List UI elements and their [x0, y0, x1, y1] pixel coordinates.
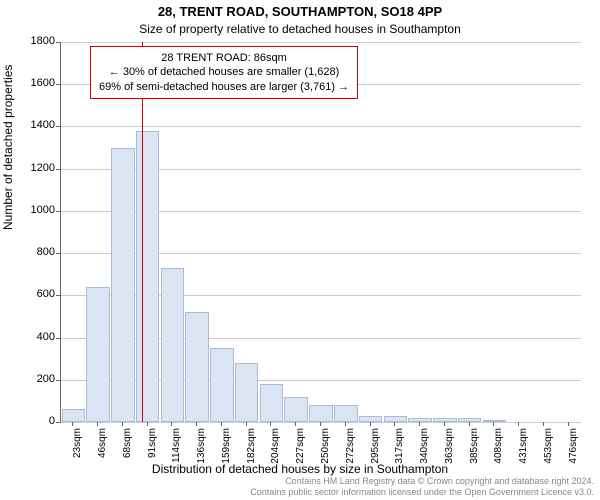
- histogram-bar: [62, 409, 86, 422]
- y-tick-label: 800: [15, 246, 55, 258]
- histogram-bar: [284, 397, 308, 422]
- y-tick-label: 1000: [15, 204, 55, 216]
- x-tick-label: 227sqm: [295, 428, 306, 478]
- histogram-bar: [309, 405, 333, 422]
- gridline: [61, 126, 581, 127]
- x-tick-label: 204sqm: [270, 428, 281, 478]
- x-tick-mark: [493, 422, 494, 426]
- x-tick-label: 114sqm: [171, 428, 182, 478]
- histogram-bar: [433, 418, 457, 422]
- gridline: [61, 42, 581, 43]
- x-tick-mark: [394, 422, 395, 426]
- x-tick-label: 363sqm: [444, 428, 455, 478]
- x-tick-label: 159sqm: [221, 428, 232, 478]
- y-tick-label: 1800: [15, 35, 55, 47]
- chart-container: 28, TRENT ROAD, SOUTHAMPTON, SO18 4PP Si…: [0, 0, 600, 500]
- chart-plot-area: [60, 42, 581, 423]
- x-tick-mark: [122, 422, 123, 426]
- x-tick-label: 23sqm: [72, 428, 83, 478]
- y-tick-label: 1200: [15, 162, 55, 174]
- x-tick-mark: [72, 422, 73, 426]
- y-tick-mark: [56, 295, 60, 296]
- histogram-bar: [260, 384, 284, 422]
- y-tick-mark: [56, 169, 60, 170]
- x-tick-mark: [543, 422, 544, 426]
- x-tick-label: 136sqm: [196, 428, 207, 478]
- x-tick-label: 46sqm: [97, 428, 108, 478]
- x-tick-label: 408sqm: [493, 428, 504, 478]
- y-tick-mark: [56, 338, 60, 339]
- y-tick-mark: [56, 380, 60, 381]
- x-tick-mark: [97, 422, 98, 426]
- x-tick-mark: [221, 422, 222, 426]
- gridline: [61, 422, 581, 423]
- x-tick-label: 272sqm: [345, 428, 356, 478]
- x-tick-label: 385sqm: [469, 428, 480, 478]
- x-tick-mark: [370, 422, 371, 426]
- histogram-bar: [235, 363, 259, 422]
- x-tick-label: 250sqm: [320, 428, 331, 478]
- y-tick-mark: [56, 422, 60, 423]
- annotation-line3: 69% of semi-detached houses are larger (…: [99, 80, 349, 94]
- histogram-bar: [161, 268, 185, 422]
- x-tick-mark: [320, 422, 321, 426]
- x-tick-label: 295sqm: [370, 428, 381, 478]
- y-tick-mark: [56, 211, 60, 212]
- histogram-bar: [334, 405, 358, 422]
- x-tick-label: 453sqm: [543, 428, 554, 478]
- y-axis-label: Number of detached properties: [1, 65, 15, 230]
- footer-line1: Contains HM Land Registry data © Crown c…: [250, 476, 594, 487]
- property-marker-line: [142, 42, 143, 422]
- y-tick-label: 400: [15, 331, 55, 343]
- x-tick-label: 317sqm: [394, 428, 405, 478]
- x-tick-mark: [270, 422, 271, 426]
- x-tick-mark: [568, 422, 569, 426]
- x-tick-mark: [246, 422, 247, 426]
- y-tick-label: 600: [15, 288, 55, 300]
- histogram-bar: [210, 348, 234, 422]
- y-tick-mark: [56, 84, 60, 85]
- x-tick-mark: [469, 422, 470, 426]
- footer-attribution: Contains HM Land Registry data © Crown c…: [250, 476, 594, 498]
- chart-subtitle: Size of property relative to detached ho…: [0, 22, 600, 36]
- y-tick-mark: [56, 253, 60, 254]
- x-tick-mark: [171, 422, 172, 426]
- histogram-bar: [136, 131, 160, 422]
- x-tick-mark: [295, 422, 296, 426]
- histogram-bar: [111, 148, 135, 422]
- x-tick-label: 340sqm: [419, 428, 430, 478]
- annotation-line2: ← 30% of detached houses are smaller (1,…: [99, 65, 349, 79]
- histogram-bar: [185, 312, 209, 422]
- y-tick-label: 1600: [15, 77, 55, 89]
- x-tick-label: 431sqm: [518, 428, 529, 478]
- chart-title: 28, TRENT ROAD, SOUTHAMPTON, SO18 4PP: [0, 4, 600, 19]
- y-tick-mark: [56, 42, 60, 43]
- x-tick-label: 182sqm: [246, 428, 257, 478]
- y-tick-label: 0: [15, 415, 55, 427]
- x-tick-mark: [518, 422, 519, 426]
- x-tick-mark: [419, 422, 420, 426]
- x-tick-label: 91sqm: [147, 428, 158, 478]
- x-tick-mark: [345, 422, 346, 426]
- x-tick-mark: [444, 422, 445, 426]
- footer-line2: Contains public sector information licen…: [250, 487, 594, 498]
- y-tick-label: 1400: [15, 119, 55, 131]
- x-tick-mark: [196, 422, 197, 426]
- annotation-box: 28 TRENT ROAD: 86sqm← 30% of detached ho…: [90, 46, 358, 99]
- histogram-bar: [86, 287, 110, 422]
- y-tick-mark: [56, 126, 60, 127]
- x-tick-mark: [147, 422, 148, 426]
- x-tick-label: 68sqm: [122, 428, 133, 478]
- y-tick-label: 200: [15, 373, 55, 385]
- x-tick-label: 476sqm: [568, 428, 579, 478]
- annotation-line1: 28 TRENT ROAD: 86sqm: [99, 51, 349, 65]
